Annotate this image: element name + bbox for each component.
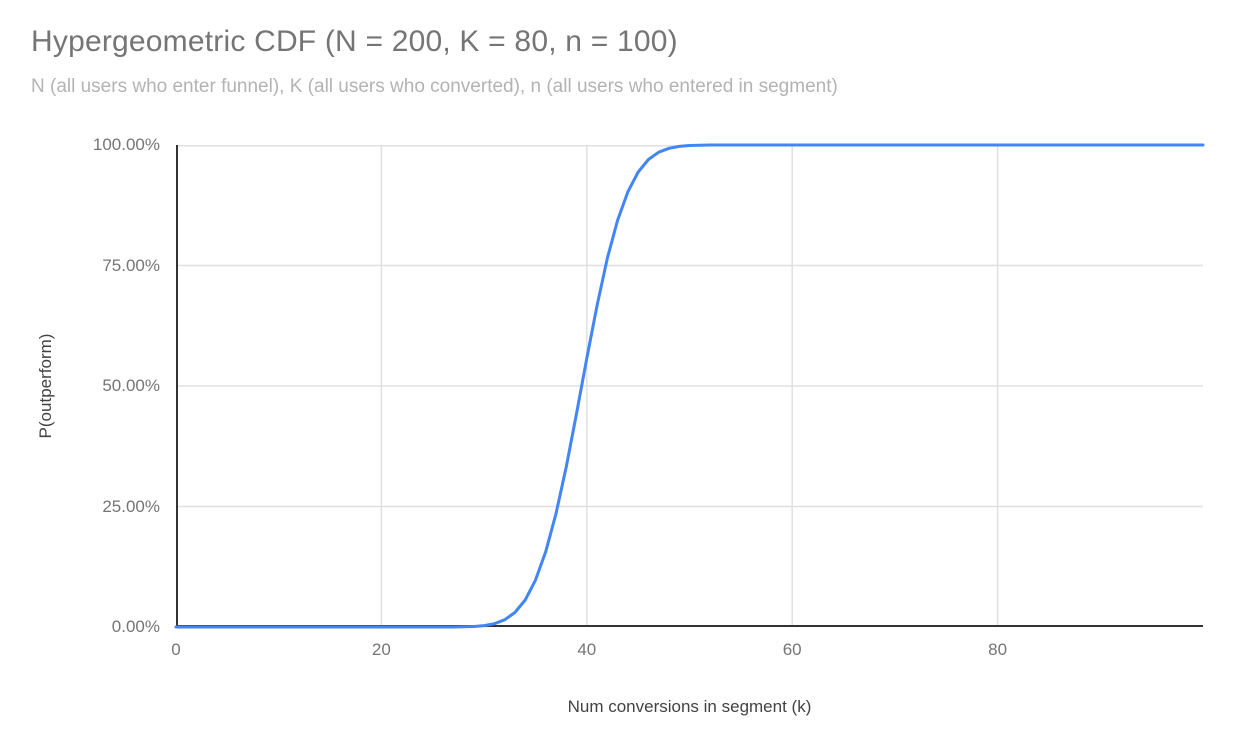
y-tick-label-25: 25.00%	[102, 496, 160, 516]
x-tick-label-20: 20	[371, 640, 391, 659]
series-line-p-outperform[interactable]	[174, 143, 1205, 629]
x-tick-label-60: 60	[782, 640, 802, 659]
x-tick-label-80: 80	[988, 640, 1008, 659]
x-tick-label-40: 40	[577, 640, 597, 659]
y-tick-label-100: 100.00%	[92, 135, 160, 154]
chart-subtitle: N (all users who enter funnel), K (all u…	[31, 76, 838, 97]
x-tick-label-0: 0	[171, 640, 181, 659]
cdf-line-chart	[174, 143, 1205, 629]
y-axis-title: P(outperform)	[36, 333, 55, 439]
y-tick-label-75: 75.00%	[102, 255, 160, 275]
x-axis-title: Num conversions in segment (k)	[567, 697, 812, 716]
chart-title: Hypergeometric CDF (N = 200, K = 80, n =…	[31, 25, 678, 58]
y-tick-label-0: 0.00%	[111, 617, 160, 636]
plot-area	[174, 143, 1205, 629]
y-tick-label-50: 50.00%	[102, 376, 160, 395]
